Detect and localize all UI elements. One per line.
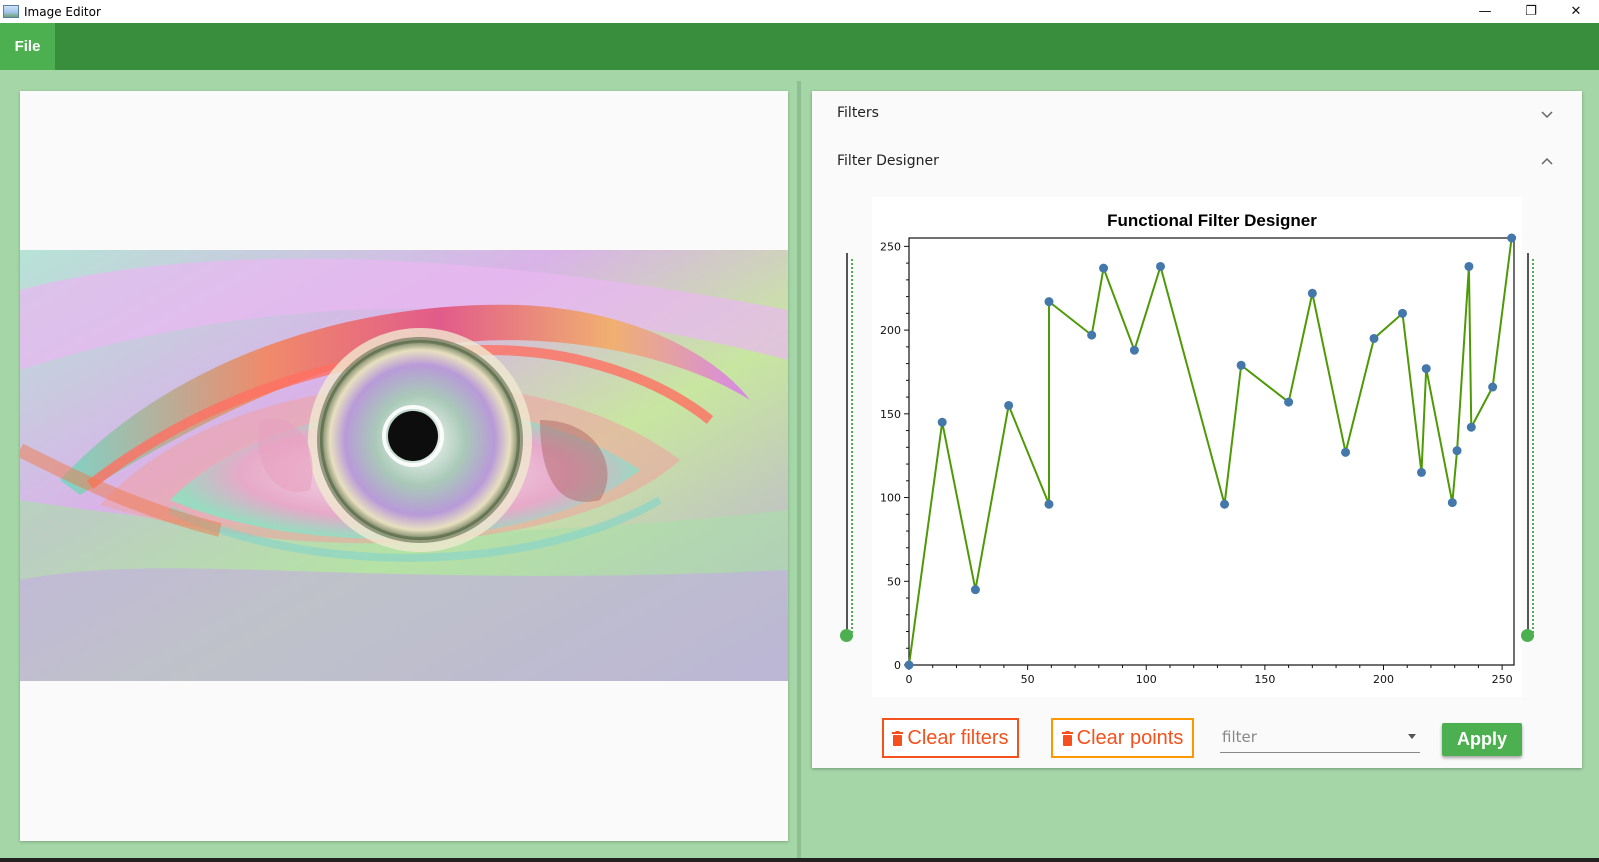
control-point[interactable] — [1341, 447, 1351, 457]
control-point[interactable] — [1236, 360, 1246, 370]
bottom-edge — [0, 858, 1599, 862]
control-point[interactable] — [1416, 467, 1426, 477]
chart-svg[interactable]: Functional Filter Designer 0 50 100 150 200 2… — [872, 197, 1522, 697]
right-threshold-slider[interactable] — [1521, 253, 1535, 648]
x-tick-label: 200 — [1373, 673, 1394, 686]
control-point[interactable] — [1307, 288, 1317, 298]
y-tick-label: 0 — [894, 659, 901, 672]
clear-points-button[interactable]: Clear points — [1051, 718, 1194, 758]
control-point[interactable] — [1129, 345, 1139, 355]
y-tick-label: 150 — [880, 408, 901, 421]
slider-knob[interactable] — [840, 629, 853, 642]
apply-button[interactable]: Apply — [1442, 723, 1522, 756]
chevron-down-icon[interactable] — [1540, 108, 1554, 122]
x-tick-label: 150 — [1254, 673, 1275, 686]
eye-image-graphic — [20, 250, 788, 681]
control-point[interactable] — [1421, 364, 1431, 374]
clear-filters-button[interactable]: Clear filters — [882, 718, 1019, 758]
control-point[interactable] — [1220, 499, 1230, 509]
file-menu[interactable]: File — [0, 23, 55, 70]
close-button[interactable]: ✕ — [1570, 4, 1582, 19]
y-tick-label: 250 — [880, 240, 901, 253]
control-point[interactable] — [1044, 297, 1054, 307]
menu-bar: File — [0, 23, 1599, 70]
control-point[interactable] — [1466, 422, 1476, 432]
trash-icon — [892, 730, 904, 746]
chart-title: Functional Filter Designer — [1107, 211, 1317, 230]
control-point[interactable] — [1488, 382, 1498, 392]
x-tick-label: 0 — [906, 673, 913, 686]
control-point[interactable] — [1507, 233, 1517, 243]
dropdown-arrow-icon[interactable] — [1408, 734, 1416, 739]
plot-area[interactable] — [908, 237, 1515, 666]
slider-knob[interactable] — [1521, 629, 1534, 642]
y-tick-label: 100 — [880, 492, 901, 505]
filters-accordion-header[interactable]: Filters — [837, 105, 879, 121]
slider-track — [1527, 253, 1529, 636]
control-point[interactable] — [1099, 263, 1109, 273]
control-point[interactable] — [1284, 397, 1294, 407]
control-point[interactable] — [1452, 446, 1462, 456]
control-point[interactable] — [937, 417, 947, 427]
slider-track — [846, 253, 848, 636]
control-point[interactable] — [1464, 261, 1474, 271]
chevron-up-icon[interactable] — [1540, 154, 1554, 168]
control-point[interactable] — [1447, 498, 1457, 508]
slider-fill — [1532, 259, 1534, 637]
window-title: Image Editor — [24, 4, 101, 19]
filter-designer-accordion-header[interactable]: Filter Designer — [837, 153, 939, 169]
control-point[interactable] — [1087, 330, 1097, 340]
minimize-button[interactable]: — — [1478, 4, 1492, 19]
filter-select[interactable]: filter — [1220, 723, 1420, 753]
filter-curve-points[interactable] — [904, 233, 1517, 670]
control-point[interactable] — [904, 660, 914, 670]
y-axis: 0 50 100 150 200 250 — [880, 240, 909, 672]
slider-fill — [851, 259, 853, 637]
x-tick-label: 50 — [1021, 673, 1035, 686]
panel-splitter[interactable] — [797, 81, 801, 861]
y-tick-label: 200 — [880, 324, 901, 337]
maximize-button[interactable]: ❐ — [1525, 4, 1537, 19]
filters-panel: Filters Filter Designer Functional Filte… — [812, 91, 1582, 768]
control-point[interactable] — [1004, 400, 1014, 410]
control-point[interactable] — [1397, 308, 1407, 318]
control-point[interactable] — [970, 585, 980, 595]
edited-eye-image — [20, 250, 788, 681]
control-point[interactable] — [1044, 499, 1054, 509]
clear-filters-label: Clear filters — [907, 726, 1009, 749]
trash-icon — [1061, 730, 1073, 746]
filter-select-placeholder: filter — [1222, 728, 1257, 746]
filter-designer-chart[interactable]: Functional Filter Designer 0 50 100 150 200 2… — [872, 197, 1522, 697]
left-threshold-slider[interactable] — [840, 253, 854, 648]
y-tick-label: 50 — [887, 575, 901, 588]
x-tick-label: 250 — [1492, 673, 1513, 686]
control-point[interactable] — [1155, 261, 1165, 271]
x-tick-label: 100 — [1136, 673, 1157, 686]
title-bar: Image Editor — ❐ ✕ — [0, 0, 1599, 23]
image-canvas-panel — [20, 91, 788, 841]
app-icon — [3, 5, 19, 18]
x-axis: 0 50 100 150 200 250 — [906, 665, 1513, 686]
control-point[interactable] — [1369, 333, 1379, 343]
clear-points-label: Clear points — [1076, 726, 1184, 749]
